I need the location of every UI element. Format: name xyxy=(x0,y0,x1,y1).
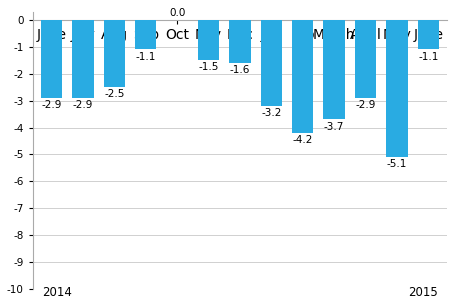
Text: -1.5: -1.5 xyxy=(198,63,219,72)
Text: -5.1: -5.1 xyxy=(387,159,407,169)
Text: -2.9: -2.9 xyxy=(41,100,62,110)
Text: 2015: 2015 xyxy=(408,286,438,299)
Text: 2014: 2014 xyxy=(42,286,72,299)
Text: -2.9: -2.9 xyxy=(355,100,375,110)
Bar xyxy=(292,20,313,133)
Text: -1.6: -1.6 xyxy=(230,65,250,75)
Bar xyxy=(418,20,439,50)
Bar xyxy=(198,20,219,60)
Text: -3.7: -3.7 xyxy=(324,122,344,132)
Bar xyxy=(261,20,282,106)
Bar xyxy=(104,20,125,87)
Bar xyxy=(229,20,251,63)
Bar xyxy=(355,20,376,98)
Text: -2.9: -2.9 xyxy=(73,100,93,110)
Text: -2.5: -2.5 xyxy=(104,89,124,99)
Text: -1.1: -1.1 xyxy=(418,52,439,62)
Bar xyxy=(72,20,94,98)
Text: -3.2: -3.2 xyxy=(261,108,281,118)
Text: -1.1: -1.1 xyxy=(136,52,156,62)
Bar xyxy=(323,20,345,120)
Text: 0.0: 0.0 xyxy=(169,8,185,18)
Bar xyxy=(386,20,408,157)
Bar xyxy=(135,20,157,50)
Text: -4.2: -4.2 xyxy=(292,135,313,145)
Bar xyxy=(41,20,62,98)
